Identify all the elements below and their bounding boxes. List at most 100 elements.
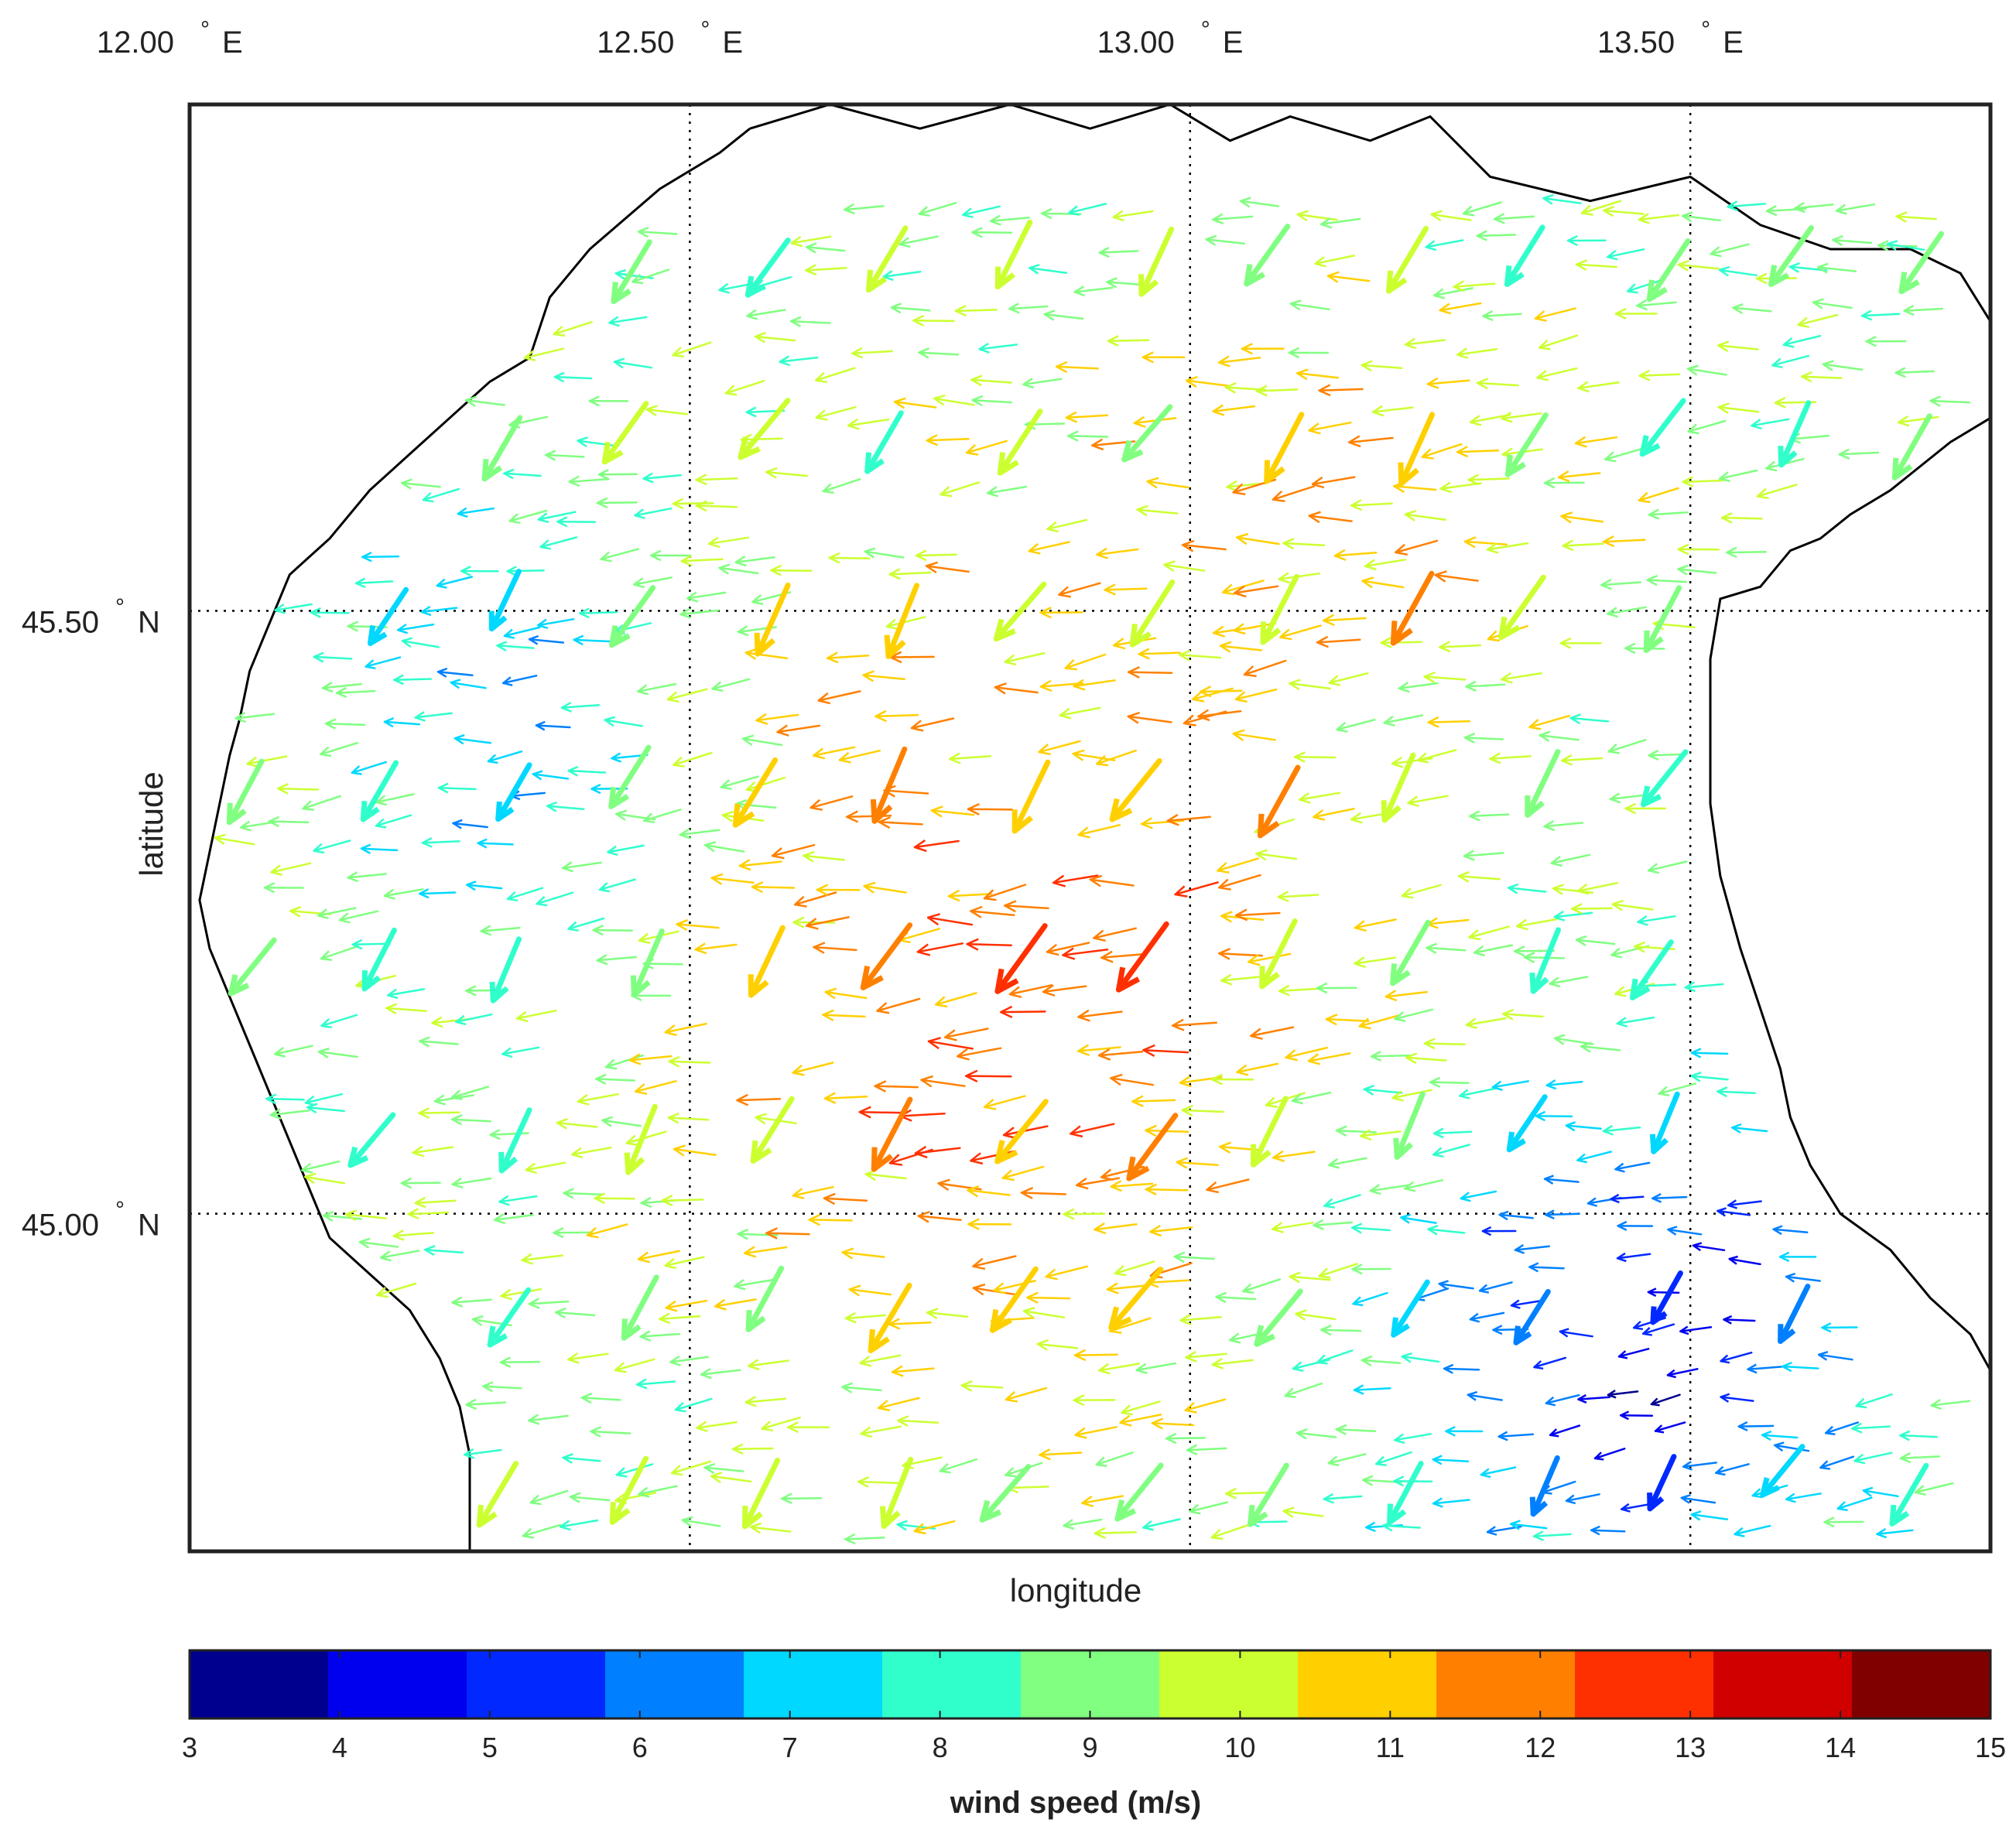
- wind-arrow: [1650, 1270, 1683, 1325]
- wind-arrow-head: [1098, 1363, 1111, 1375]
- wind-arrow-shaft: [926, 437, 970, 442]
- wind-arrow-head: [1112, 210, 1124, 222]
- wind-arrow: [1248, 952, 1292, 966]
- wind-arrow-shaft: [889, 655, 935, 658]
- wind-arrow-shaft: [844, 1536, 885, 1540]
- wind-arrow-shaft: [1233, 585, 1279, 594]
- wind-arrow: [604, 1054, 644, 1070]
- wind-arrow-shaft: [600, 548, 639, 560]
- wind-arrow-shaft: [320, 945, 359, 960]
- wind-arrow: [1285, 1046, 1329, 1062]
- wind-arrow: [983, 1095, 1026, 1110]
- wind-arrow-shaft: [1383, 714, 1424, 724]
- wind-arrow-shaft: [1282, 1510, 1324, 1517]
- wind-arrow-shaft: [862, 674, 905, 680]
- wind-arrow-shaft: [898, 235, 939, 245]
- wind-arrow-shaft: [1005, 1387, 1048, 1401]
- wind-arrow: [710, 873, 755, 885]
- wind-arrow-head: [1529, 1496, 1549, 1517]
- wind-arrow-shaft: [933, 397, 975, 406]
- wind-arrow: [738, 398, 791, 460]
- wind-arrow-head: [1163, 560, 1176, 573]
- wind-arrow: [358, 1237, 399, 1249]
- wind-arrow: [1611, 899, 1654, 911]
- wind-arrow: [888, 568, 932, 580]
- wind-arrow-head: [1855, 1397, 1867, 1409]
- wind-arrow-shaft: [1272, 1222, 1314, 1230]
- wind-arrow-shaft: [1560, 515, 1604, 523]
- wind-arrow: [1778, 1251, 1817, 1263]
- wind-arrow-shaft: [1073, 679, 1116, 688]
- wind-arrow-head: [1498, 616, 1521, 641]
- wind-arrow-head: [361, 551, 372, 563]
- wind-arrow-head: [567, 921, 579, 932]
- wind-arrow-shaft: [1638, 214, 1679, 221]
- wind-arrow: [637, 1250, 680, 1263]
- wind-arrow: [910, 717, 955, 732]
- wind-arrow-shaft: [1895, 215, 1937, 221]
- wind-arrow-head: [748, 974, 769, 998]
- wind-arrow-head: [745, 406, 757, 418]
- wind-arrow-head: [1106, 1282, 1119, 1294]
- wind-arrow-head: [1308, 422, 1321, 435]
- wind-arrow-head: [1473, 945, 1486, 957]
- wind-arrow: [226, 758, 265, 826]
- wind-arrow-head: [571, 1147, 584, 1159]
- wind-arrow: [1282, 538, 1326, 550]
- wind-arrow: [1816, 262, 1857, 274]
- wind-arrow: [1929, 395, 1971, 407]
- wind-arrow-shaft: [1426, 918, 1470, 925]
- wind-arrow: [994, 1099, 1049, 1164]
- wind-arrow-head: [978, 342, 991, 354]
- wind-arrow-head: [1221, 583, 1235, 596]
- wind-arrow-head: [1617, 1350, 1628, 1359]
- wind-arrow: [1580, 1041, 1621, 1053]
- wind-arrow: [1398, 412, 1436, 487]
- wind-arrow-head: [1386, 270, 1408, 294]
- wind-arrow: [875, 710, 919, 723]
- wind-arrow-shaft: [1687, 419, 1727, 433]
- wind-arrow-shaft: [1423, 1042, 1466, 1045]
- wind-arrow-head: [465, 985, 477, 997]
- wind-arrow-head: [1391, 1090, 1404, 1102]
- wind-arrow-head: [347, 621, 359, 632]
- wind-arrow-shaft: [645, 408, 688, 415]
- wind-arrow: [1282, 1506, 1324, 1518]
- wind-arrow: [1602, 1124, 1641, 1136]
- wind-arrow: [1617, 1348, 1650, 1359]
- wind-arrow-head: [1008, 303, 1020, 314]
- wind-arrow-head: [637, 684, 649, 696]
- wind-arrow-head: [1603, 205, 1615, 217]
- wind-arrow: [1022, 378, 1063, 389]
- wind-arrow: [1371, 405, 1414, 417]
- wind-arrow: [1320, 1324, 1362, 1336]
- wind-arrow-head: [1039, 679, 1052, 692]
- wind-arrow-head: [1236, 1064, 1249, 1076]
- wind-arrow: [918, 201, 957, 217]
- wind-arrow-head: [577, 1093, 590, 1106]
- wind-arrow-shaft: [1439, 482, 1482, 490]
- wind-arrow-shaft: [1007, 1486, 1049, 1489]
- wind-arrow-shaft: [915, 553, 957, 557]
- wind-arrow-shaft: [1469, 413, 1511, 423]
- wind-arrow-head: [1110, 1180, 1123, 1192]
- wind-arrow: [556, 516, 597, 528]
- wind-arrow-shaft: [857, 1480, 900, 1484]
- wind-arrow: [1715, 1463, 1750, 1476]
- wind-arrow-shaft: [508, 509, 548, 522]
- lon-tick-label: 12.00 ° E: [97, 17, 243, 60]
- wind-arrow-shaft: [940, 481, 981, 496]
- wind-arrow: [710, 1472, 752, 1483]
- wind-arrow-head: [883, 785, 896, 798]
- wind-arrow: [847, 418, 890, 430]
- wind-arrow-shaft: [1855, 1393, 1893, 1407]
- wind-arrow: [750, 1096, 795, 1164]
- wind-arrow-shaft: [1381, 752, 1416, 823]
- wind-arrow-head: [1677, 543, 1689, 556]
- wind-arrow-head: [383, 888, 395, 900]
- wind-arrow-shaft: [1232, 732, 1276, 741]
- wind-arrow-head: [1614, 307, 1627, 320]
- wind-arrow-shaft: [1215, 1295, 1257, 1301]
- wind-arrow-shaft: [454, 737, 492, 744]
- wind-arrow: [781, 1493, 823, 1505]
